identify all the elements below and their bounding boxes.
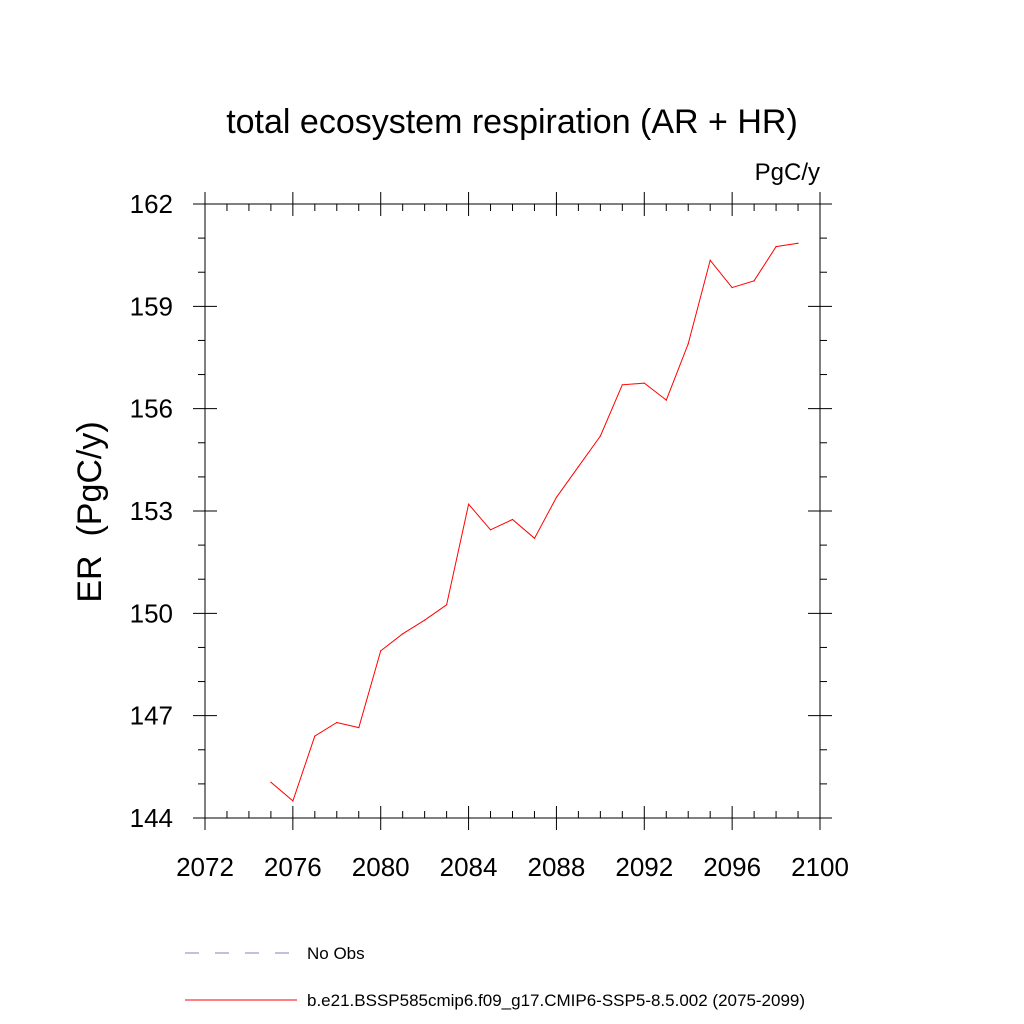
x-tick-label: 2092 (615, 852, 673, 882)
data-point (599, 435, 601, 437)
series-line-0 (270, 242, 799, 802)
data-point (709, 259, 711, 261)
data-point (380, 650, 382, 652)
legend: No Obs b.e21.BSSP585cmip6.f09_g17.CMIP6-… (185, 944, 805, 1010)
data-point (665, 399, 667, 401)
data-point (775, 246, 777, 248)
data-point (753, 280, 755, 282)
data-point (292, 800, 294, 802)
data-point (402, 633, 404, 635)
data-point (358, 727, 360, 729)
data-point (621, 384, 623, 386)
y-tick-label: 153 (130, 496, 173, 526)
data-point (687, 343, 689, 345)
data-point (797, 242, 799, 244)
x-tick-label: 2096 (703, 852, 761, 882)
data-point (424, 619, 426, 621)
y-tick-label: 150 (130, 598, 173, 628)
y-tick-label: 147 (130, 701, 173, 731)
plot-frame (204, 203, 821, 819)
y-tick-label: 144 (130, 803, 173, 833)
y-axis-label: ER (PgC/y) (71, 421, 109, 602)
x-tick-label: 2080 (352, 852, 410, 882)
x-tick-label: 2084 (440, 852, 498, 882)
data-point (270, 781, 272, 783)
x-tick-label: 2076 (264, 852, 322, 882)
x-tick-label: 2100 (791, 852, 849, 882)
y-tick-label: 159 (130, 291, 173, 321)
y-tick-label: 162 (130, 189, 173, 219)
chart-title: total ecosystem respiration (AR + HR) (226, 103, 798, 141)
data-point (489, 529, 492, 531)
data-point (577, 466, 579, 468)
data-point (336, 721, 338, 724)
data-point (314, 735, 316, 737)
data-point (731, 286, 733, 289)
data-point (511, 518, 514, 521)
legend-label-model-run: b.e21.BSSP585cmip6.f09_g17.CMIP6-SSP5-8.… (307, 991, 805, 1010)
x-tick-label: 2088 (528, 852, 586, 882)
data-point (533, 537, 536, 539)
y-tick-label: 156 (130, 394, 173, 424)
data-point (555, 496, 558, 498)
x-tick-label: 2072 (176, 852, 234, 882)
data-point (643, 382, 645, 384)
units-label: PgC/y (755, 159, 820, 186)
series-layer (270, 242, 799, 802)
data-point (446, 604, 448, 606)
legend-label-no-obs: No Obs (307, 944, 365, 963)
data-point (467, 503, 470, 505)
axes: 2072 2076 2080 2084 2088 2092 2096 2100 144 147 15… (130, 189, 849, 882)
